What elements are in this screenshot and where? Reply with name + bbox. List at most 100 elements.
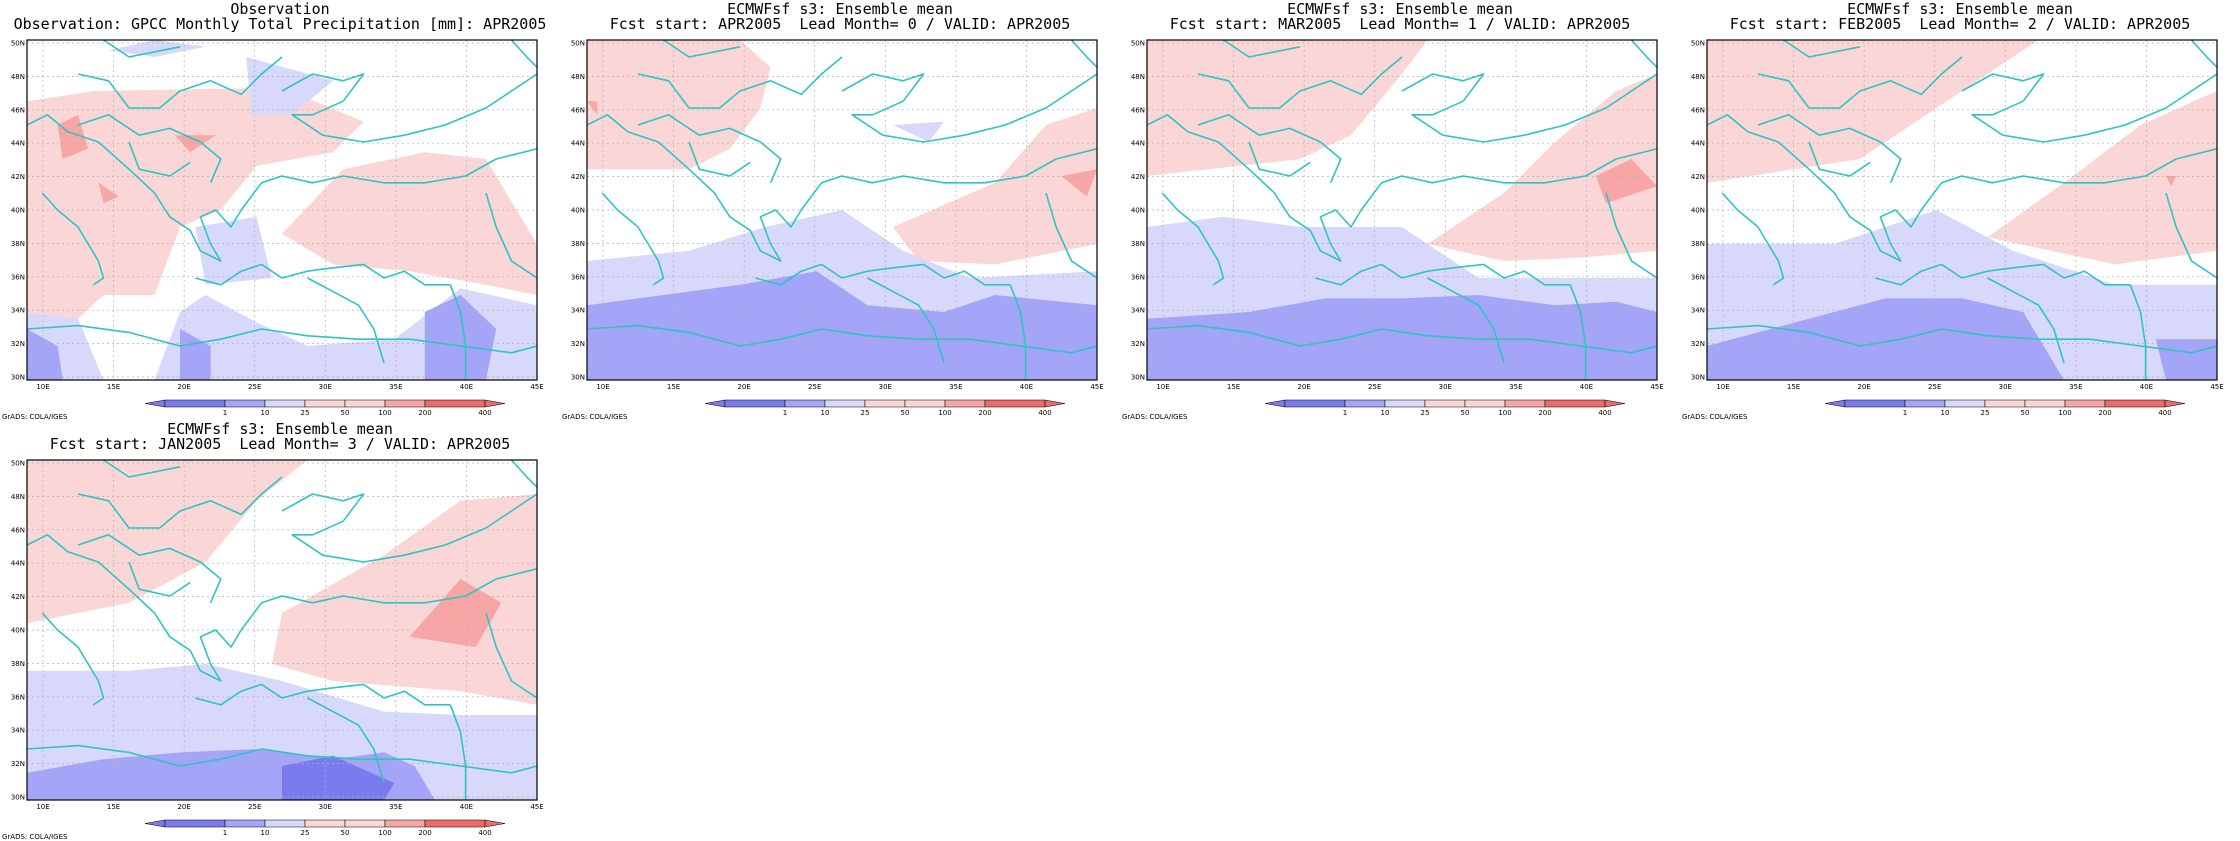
coastlines xyxy=(27,460,537,800)
lon-tick-label: 30E xyxy=(1999,383,2012,391)
map-panel-lead1: ECMWFsf s3: Ensemble mean Fcst start: MA… xyxy=(1120,0,1680,422)
coastline xyxy=(1045,192,1097,279)
precip-map: 10E 15E 20E 25E 30E 35E 40E 45E 30N 32N 34N 36N 38N 4… xyxy=(1131,39,1664,417)
lat-tick-label: 50N xyxy=(11,40,25,48)
colorbar: 1 10 25 50 100 200 400 xyxy=(144,819,506,837)
lat-tick-label: 36N xyxy=(11,693,25,701)
colorbar-label: 1 xyxy=(223,409,227,417)
colorbar-arrow-right xyxy=(484,819,506,828)
lat-tick-label: 34N xyxy=(571,307,585,315)
colorbar-segment xyxy=(384,399,426,408)
lon-tick-label: 10E xyxy=(1716,383,1729,391)
colorbar-segment xyxy=(2024,399,2066,408)
precip-region-neg2 xyxy=(180,329,211,380)
colorbar-segment xyxy=(264,399,306,408)
colorbar-arrow-right xyxy=(2164,399,2186,408)
colorbar-label: 400 xyxy=(1598,409,1611,417)
lat-tick-label: 40N xyxy=(1131,207,1145,215)
lat-tick-label: 30N xyxy=(11,374,25,382)
colorbar-segment xyxy=(1904,399,1946,408)
coastline xyxy=(27,534,537,682)
lon-tick-label: 35E xyxy=(949,383,962,391)
grads-credit: GrADS: COLA/IGES xyxy=(2,833,68,841)
lat-tick-label: 34N xyxy=(11,727,25,735)
precip-map: 10E 15E 20E 25E 30E 35E 40E 45E 30N 32N 34N 36N 38N 4… xyxy=(11,39,544,417)
colorbar-segment xyxy=(304,399,346,408)
colorbar-label: 200 xyxy=(418,829,431,837)
gridlines xyxy=(27,460,538,800)
colorbar-label: 200 xyxy=(978,409,991,417)
coastline xyxy=(1630,40,1657,68)
map-panel-observation: Observation Observation: GPCC Monthly To… xyxy=(0,0,560,422)
lon-tick-label: 30E xyxy=(319,383,332,391)
lon-tick-label: 15E xyxy=(107,803,120,811)
precip-region-pos1 xyxy=(27,460,308,624)
lat-tick-label: 42N xyxy=(1131,173,1145,181)
precip-region-pos1 xyxy=(282,152,537,295)
coastline xyxy=(103,460,181,478)
colorbar-label: 25 xyxy=(301,409,310,417)
colorbar-label: 50 xyxy=(1461,409,1470,417)
coastlines xyxy=(27,40,537,380)
panel-title: ECMWFsf s3: Ensemble mean xyxy=(727,0,953,18)
lat-tick-label: 40N xyxy=(11,627,25,635)
colorbar-label: 1 xyxy=(1343,409,1347,417)
coastline xyxy=(27,744,537,774)
lon-tick-label: 10E xyxy=(36,803,49,811)
colorbar-label: 400 xyxy=(2158,409,2171,417)
panel-title: ECMWFsf s3: Ensemble mean xyxy=(1287,0,1513,18)
colorbar-segment xyxy=(2104,399,2166,408)
coastline xyxy=(485,612,537,699)
map-panel-lead3: ECMWFsf s3: Ensemble mean Fcst start: JA… xyxy=(0,420,560,841)
colorbar-label: 25 xyxy=(301,829,310,837)
coastline xyxy=(637,56,843,109)
coastline xyxy=(281,493,537,563)
coastlines xyxy=(1147,40,1657,380)
panel-subtitle: Fcst start: APR2005 Lead Month= 0 / VALI… xyxy=(609,15,1071,33)
colorbar-label: 10 xyxy=(261,829,270,837)
lon-tick-label: 10E xyxy=(36,383,49,391)
coastline xyxy=(1401,73,1657,143)
colorbar-segment xyxy=(824,399,866,408)
coastline xyxy=(1783,40,1861,58)
lat-tick-label: 38N xyxy=(1131,240,1145,248)
lat-tick-label: 44N xyxy=(1691,140,1705,148)
coastline xyxy=(281,73,537,143)
precip-map: 10E 15E 20E 25E 30E 35E 40E 45E 30N 32N 34N 36N 38N 4… xyxy=(1691,39,2224,417)
coastline xyxy=(1707,114,2217,262)
lon-tick-label: 45E xyxy=(1650,383,1663,391)
coastline xyxy=(637,114,782,184)
map-panel-lead2: ECMWFsf s3: Ensemble mean Fcst start: FE… xyxy=(1680,0,2240,422)
precip-map: 10E 15E 20E 25E 30E 35E 40E 45E 30N 32N 34N 36N 38N 4… xyxy=(11,459,544,837)
colorbar-label: 1 xyxy=(1903,409,1907,417)
lat-tick-label: 48N xyxy=(11,493,25,501)
coastline xyxy=(1605,192,1657,279)
lat-tick-label: 48N xyxy=(571,73,585,81)
lon-tick-label: 40E xyxy=(1020,383,1033,391)
grads-credit: GrADS: COLA/IGES xyxy=(1682,413,1748,421)
lon-tick-label: 25E xyxy=(248,383,261,391)
coastline xyxy=(77,534,222,604)
coastline xyxy=(1197,114,1342,184)
coastline xyxy=(195,263,451,286)
precip-shading xyxy=(587,40,1097,380)
lon-tick-label: 45E xyxy=(1090,383,1103,391)
lon-tick-label: 20E xyxy=(177,803,190,811)
colorbar-arrow-right xyxy=(1044,399,1066,408)
precip-region-neg2 xyxy=(1707,298,2064,380)
lon-tick-label: 40E xyxy=(2140,383,2153,391)
lon-tick-label: 35E xyxy=(1509,383,1522,391)
lat-tick-label: 34N xyxy=(1131,307,1145,315)
lon-tick-label: 20E xyxy=(177,383,190,391)
precip-region-pos1 xyxy=(271,494,537,705)
colorbar-segment xyxy=(1284,399,1346,408)
colorbar: 1 10 25 50 100 200 400 xyxy=(1824,399,2186,417)
coastline xyxy=(2190,40,2217,68)
colorbar-segment xyxy=(1344,399,1386,408)
lat-tick-label: 50N xyxy=(571,40,585,48)
lon-tick-label: 45E xyxy=(530,383,543,391)
coastline xyxy=(1161,192,1225,286)
lat-tick-label: 38N xyxy=(11,240,25,248)
lat-tick-label: 44N xyxy=(11,140,25,148)
colorbar-segment xyxy=(1944,399,1986,408)
